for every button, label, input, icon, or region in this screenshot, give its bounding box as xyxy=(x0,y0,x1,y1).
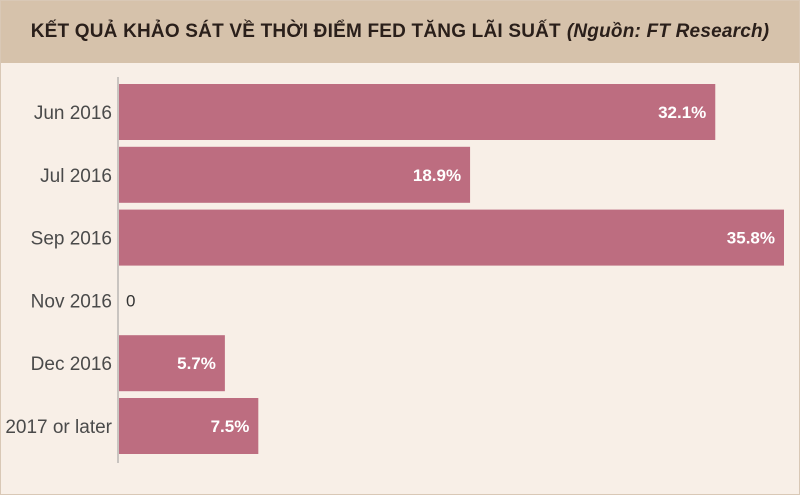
bar xyxy=(119,146,471,203)
chart-header: KẾT QUẢ KHẢO SÁT VỀ THỜI ĐIỂM FED TĂNG L… xyxy=(1,1,799,63)
data-label: 32.1% xyxy=(658,103,706,122)
category-label: Jul 2016 xyxy=(40,166,112,187)
chart-title: KẾT QUẢ KHẢO SÁT VỀ THỜI ĐIỂM FED TĂNG L… xyxy=(30,21,561,42)
bar-chart: Jun 2016 32.1% Jul 2016 18.9% Sep 2016 35.8% N… xyxy=(5,77,784,463)
data-label: 18.9% xyxy=(413,166,461,185)
data-label: 5.7% xyxy=(177,354,216,373)
category-label: Nov 2016 xyxy=(31,291,112,312)
data-label: 0 xyxy=(126,291,135,310)
bar xyxy=(119,209,784,266)
category-label: Sep 2016 xyxy=(31,229,112,250)
data-label: 35.8% xyxy=(727,229,775,248)
bar xyxy=(119,335,225,392)
category-label: Jun 2016 xyxy=(34,103,112,124)
bar xyxy=(119,84,716,140)
category-label: Dec 2016 xyxy=(31,354,112,375)
data-label: 7.5% xyxy=(211,417,250,436)
category-label: 2017 or later xyxy=(5,417,112,438)
bar xyxy=(119,398,259,454)
chart-source: (Nguồn: FT Research) xyxy=(566,21,770,42)
